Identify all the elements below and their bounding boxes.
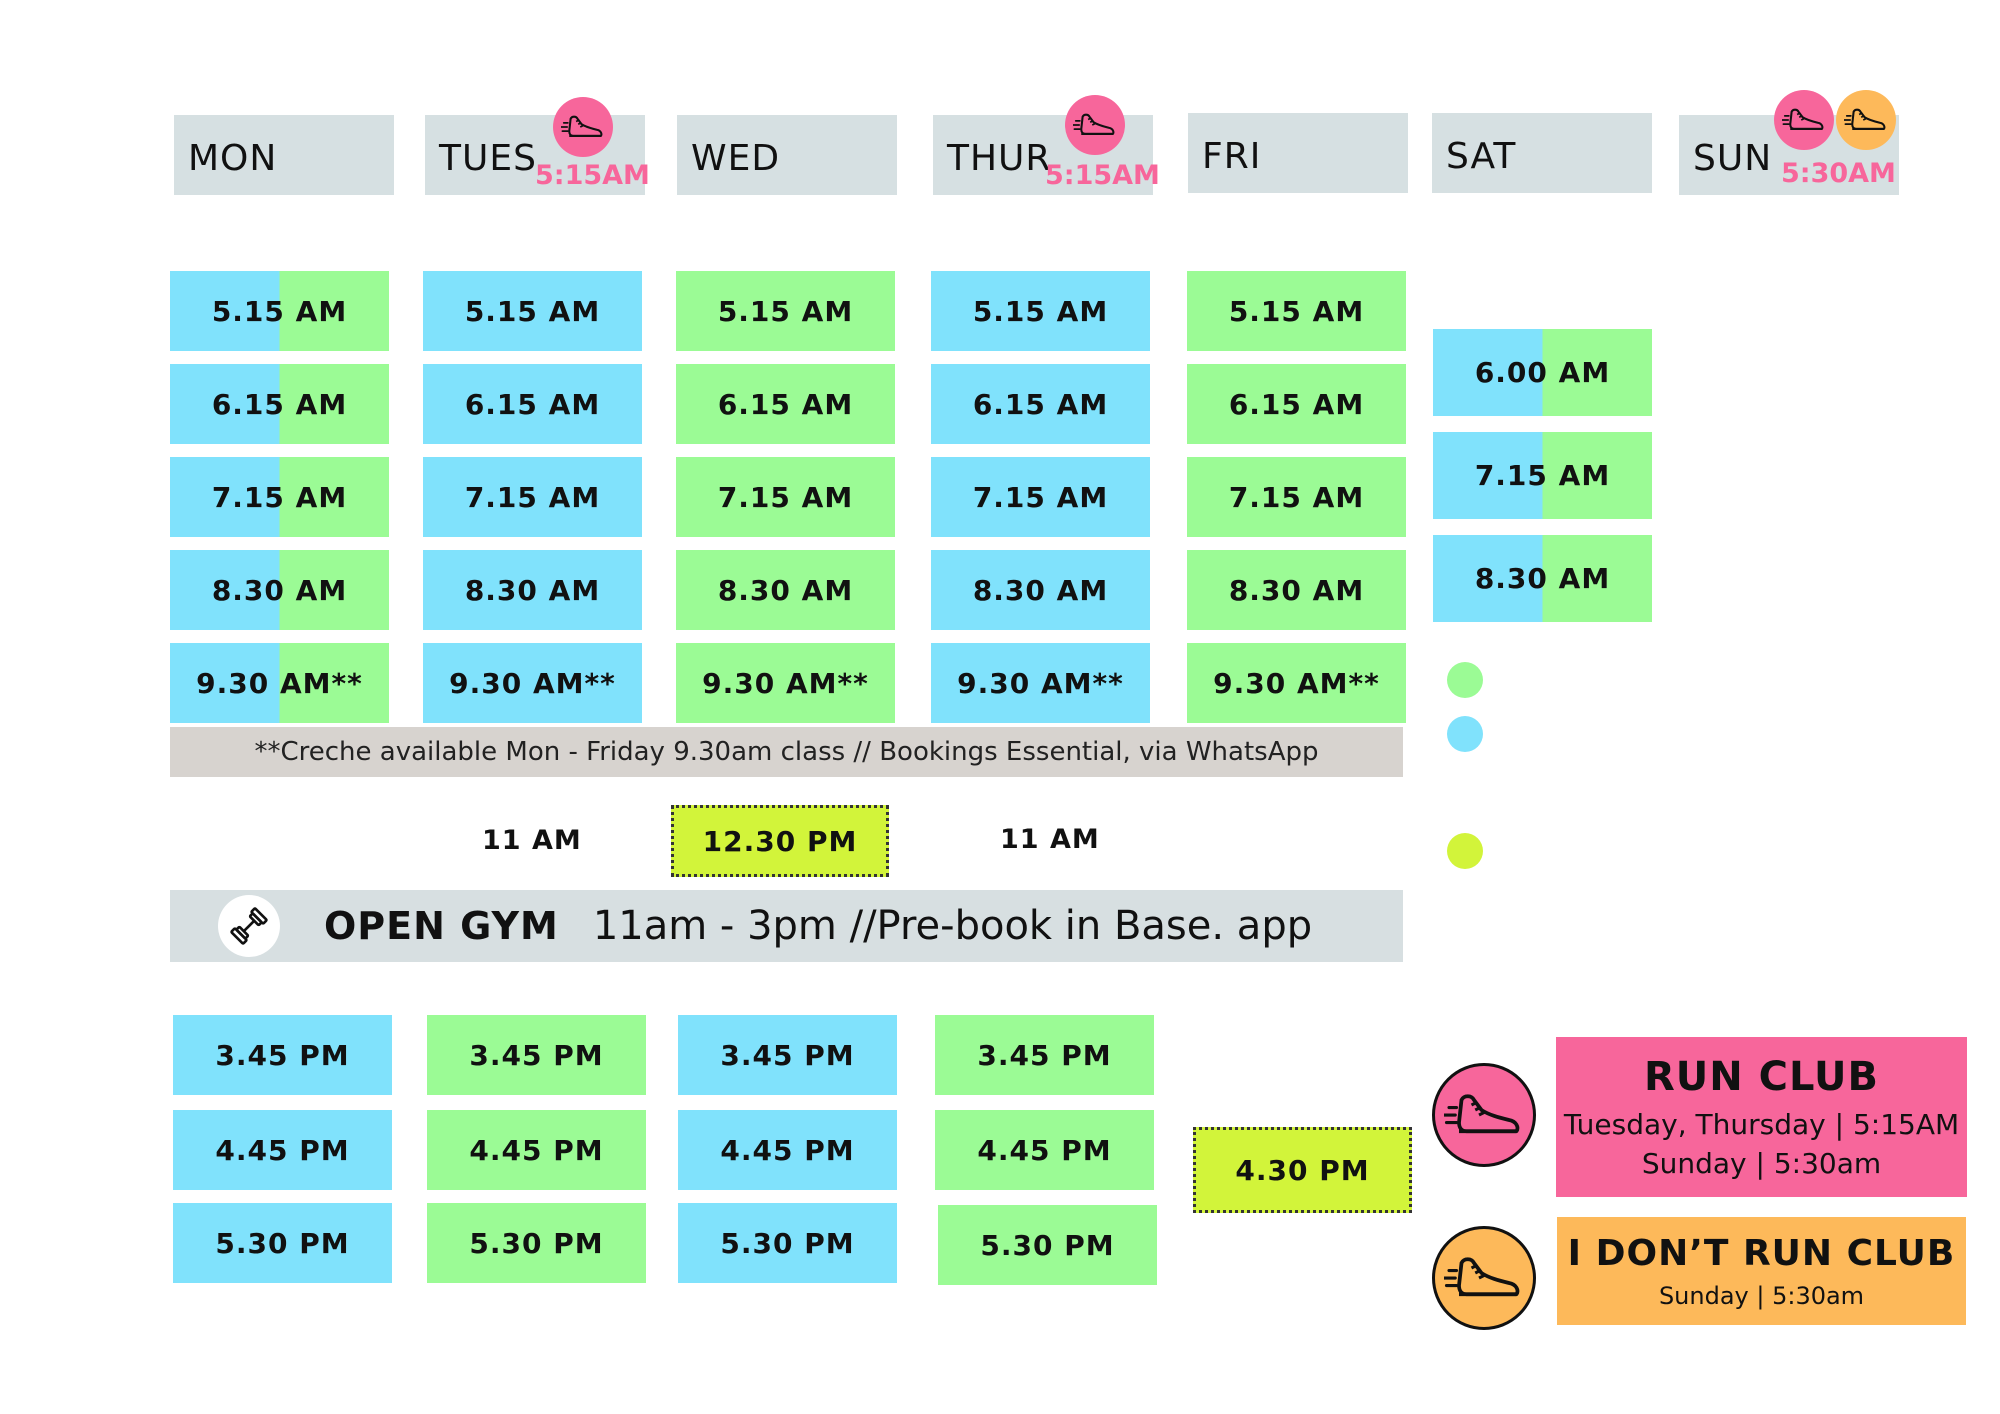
day-header-wed: WED <box>677 115 897 195</box>
class-slot[interactable]: 6.15 AM <box>423 364 642 444</box>
class-slot[interactable]: 8.30 AM <box>423 550 642 630</box>
class-slot[interactable]: 4.45 PM <box>427 1110 646 1190</box>
run-club-title: RUN CLUB <box>1643 1054 1880 1100</box>
class-slot[interactable]: 5.15 AM <box>1187 271 1406 351</box>
day-header-tues: TUES 5:15AM <box>425 97 650 195</box>
dont-run-club-schedule: Sunday | 5:30am <box>1658 1281 1865 1310</box>
day-header-mon: MON <box>174 115 394 195</box>
class-slot[interactable]: 6.15 AM <box>170 364 389 444</box>
class-slot[interactable]: 8.30 AM <box>676 550 895 630</box>
class-slot[interactable]: 8.30 AM <box>931 550 1150 630</box>
day-label: FRI <box>1202 136 1262 177</box>
class-slot[interactable]: 11 AM <box>482 825 582 856</box>
day-label: TUES <box>439 138 537 179</box>
run-club-schedule-1: Tuesday, Thursday | 5:15AM <box>1563 1108 1960 1141</box>
run-club-card: RUN CLUB Tuesday, Thursday | 5:15AM Sund… <box>1556 1037 1967 1197</box>
class-slot[interactable]: 7.15 AM <box>1433 432 1652 519</box>
class-slot[interactable]: 5.15 AM <box>676 271 895 351</box>
class-slot[interactable]: 7.15 AM <box>1187 457 1406 537</box>
day-header-thur: THUR 5:15AM <box>933 95 1160 195</box>
running-shoe-icon <box>1432 1063 1536 1167</box>
class-slot[interactable]: 6.15 AM <box>931 364 1150 444</box>
open-gym-title: OPEN GYM <box>324 904 559 948</box>
running-shoe-icon <box>553 97 613 157</box>
running-shoe-icon <box>1774 90 1834 150</box>
running-shoe-icon <box>1836 90 1896 150</box>
class-slot[interactable]: 6.15 AM <box>676 364 895 444</box>
class-slot[interactable]: 3.45 PM <box>678 1015 897 1095</box>
class-slot[interactable]: 4.45 PM <box>678 1110 897 1190</box>
class-slot[interactable]: 5.30 PM <box>173 1203 392 1283</box>
open-gym-detail: 11am - 3pm //Pre-book in Base. app <box>592 903 1313 949</box>
running-shoe-icon <box>1432 1226 1536 1330</box>
day-label: THUR <box>947 138 1052 179</box>
creche-note: **Creche available Mon - Friday 9.30am c… <box>170 727 1403 777</box>
class-slot[interactable]: 5.15 AM <box>170 271 389 351</box>
class-slot[interactable]: 9.30 AM** <box>170 643 389 723</box>
dumbbell-icon <box>218 895 280 957</box>
legend-dot-green <box>1447 662 1483 698</box>
day-header-sun: SUN 5:30AM <box>1679 90 1899 195</box>
class-slot[interactable]: 5.15 AM <box>931 271 1150 351</box>
class-slot[interactable]: 8.30 AM <box>1433 535 1652 622</box>
class-slot[interactable]: 5.30 PM <box>678 1203 897 1283</box>
class-slot[interactable]: 9.30 AM** <box>676 643 895 723</box>
class-slot[interactable]: 3.45 PM <box>173 1015 392 1095</box>
day-header-fri: FRI <box>1188 113 1408 193</box>
class-slot[interactable]: 9.30 AM** <box>423 643 642 723</box>
class-slot[interactable]: 9.30 AM** <box>931 643 1150 723</box>
class-slot[interactable]: 7.15 AM <box>170 457 389 537</box>
class-slot[interactable]: 4.30 PM <box>1193 1127 1412 1213</box>
class-slot[interactable]: 4.45 PM <box>935 1110 1154 1190</box>
class-slot[interactable]: 6.00 AM <box>1433 329 1652 416</box>
class-slot[interactable]: 3.45 PM <box>427 1015 646 1095</box>
open-gym-banner: OPEN GYM 11am - 3pm //Pre-book in Base. … <box>170 890 1403 962</box>
class-slot[interactable]: 12.30 PM <box>671 805 889 877</box>
class-slot[interactable]: 4.45 PM <box>173 1110 392 1190</box>
class-slot[interactable]: 6.15 AM <box>1187 364 1406 444</box>
class-slot[interactable]: 7.15 AM <box>931 457 1150 537</box>
class-slot[interactable]: 5.30 PM <box>938 1205 1157 1285</box>
run-club-schedule-2: Sunday | 5:30am <box>1641 1147 1882 1180</box>
day-label: SAT <box>1446 136 1517 177</box>
class-slot[interactable]: 8.30 AM <box>170 550 389 630</box>
class-slot[interactable]: 11 AM <box>1000 824 1100 855</box>
day-label: MON <box>188 138 278 179</box>
run-time: 5:30AM <box>1781 158 1896 189</box>
run-time: 5:15AM <box>535 160 650 191</box>
class-slot[interactable]: 9.30 AM** <box>1187 643 1406 723</box>
day-label: SUN <box>1693 138 1773 179</box>
class-slot[interactable]: 5.15 AM <box>423 271 642 351</box>
legend-dot-lime <box>1447 833 1483 869</box>
run-time: 5:15AM <box>1045 160 1160 191</box>
class-slot[interactable]: 3.45 PM <box>935 1015 1154 1095</box>
running-shoe-icon <box>1065 95 1125 155</box>
legend-dot-blue <box>1447 716 1483 752</box>
class-slot[interactable]: 8.30 AM <box>1187 550 1406 630</box>
day-label: WED <box>691 138 781 179</box>
class-slot[interactable]: 5.30 PM <box>427 1203 646 1283</box>
class-slot[interactable]: 7.15 AM <box>423 457 642 537</box>
day-header-sat: SAT <box>1432 113 1652 193</box>
dont-run-club-card: I DON’T RUN CLUB Sunday | 5:30am <box>1557 1217 1966 1325</box>
dont-run-club-title: I DON’T RUN CLUB <box>1567 1232 1956 1274</box>
class-slot[interactable]: 7.15 AM <box>676 457 895 537</box>
